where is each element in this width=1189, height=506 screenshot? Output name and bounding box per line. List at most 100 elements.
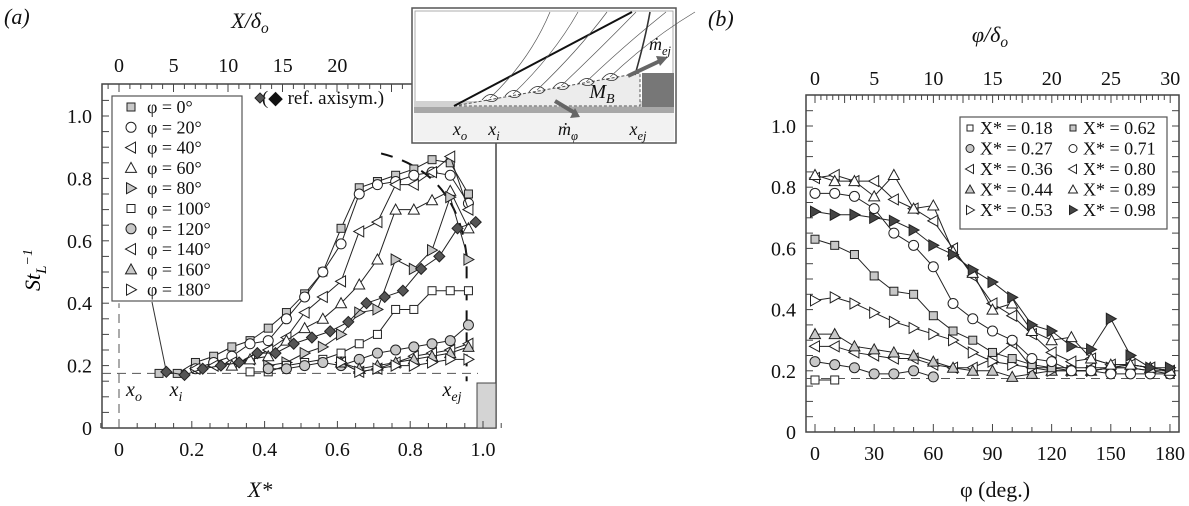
series-0	[154, 155, 473, 378]
tri-up-marker	[1065, 330, 1078, 343]
tri-up-marker	[867, 189, 881, 202]
tri-right-marker	[354, 365, 366, 379]
x-tick-label: 180	[1155, 443, 1185, 465]
tri-up-marker	[425, 193, 439, 206]
tri-left-marker	[1005, 309, 1018, 323]
top-tick-label: 10	[218, 55, 238, 77]
circle-marker	[1026, 353, 1038, 365]
tri-right-marker	[1086, 343, 1098, 356]
panel-a-label: (a)	[4, 4, 30, 29]
circle-marker	[1046, 356, 1058, 368]
circle-marker	[967, 313, 979, 325]
circle-marker	[317, 266, 329, 278]
circle-marker	[444, 335, 456, 347]
tri-right-marker	[408, 262, 421, 276]
circle-marker	[262, 335, 274, 347]
legend-entry: X* = 0.89	[1083, 180, 1156, 200]
tri-right-marker	[966, 204, 976, 216]
tri-up-marker	[1104, 358, 1118, 370]
mphi-arrow	[553, 99, 577, 115]
circle-marker	[888, 227, 900, 239]
circle-marker	[408, 169, 420, 181]
tri-right-marker	[1145, 361, 1157, 375]
circle-marker	[462, 319, 474, 331]
square-marker	[987, 347, 997, 357]
xej-label: xej	[442, 379, 462, 405]
square-marker	[427, 155, 437, 165]
diamond-marker	[251, 346, 264, 360]
tri-left-marker	[407, 178, 419, 191]
tri-up-marker	[848, 339, 861, 352]
square-marker	[409, 304, 419, 314]
circle-marker	[280, 363, 292, 375]
circle-marker	[125, 121, 137, 133]
tri-up-marker	[1045, 333, 1058, 346]
circle-marker	[809, 356, 821, 368]
tri-right-marker	[463, 253, 475, 266]
tri-up-marker	[907, 348, 920, 361]
y-axis-title: StL−1	[20, 249, 50, 291]
tri-right-marker	[463, 353, 475, 366]
tri-up-marker	[225, 359, 239, 371]
legend-entry: φ = 180°	[147, 280, 211, 300]
series-8	[808, 168, 1177, 376]
circle-marker	[408, 341, 420, 353]
schematic-inset: xo xi ṁφ xej MB ṁej	[411, 7, 696, 144]
legend-entry: X* = 0.18	[980, 118, 1053, 138]
top-tick-label: 30	[1160, 68, 1180, 90]
tri-up-marker	[462, 340, 475, 352]
circle-marker	[868, 368, 880, 380]
legend-entry: φ = 40°	[147, 138, 202, 158]
circle-marker	[908, 239, 920, 251]
square-marker	[126, 204, 136, 213]
tri-right-marker	[810, 294, 822, 307]
tri-left-marker	[334, 275, 347, 288]
tri-right-marker	[829, 208, 842, 222]
series-9	[810, 205, 1177, 375]
x-tick-label: 0.2	[179, 439, 204, 461]
vortex-icon	[601, 73, 619, 81]
vortex-icon	[504, 90, 522, 98]
circle-marker	[1085, 365, 1097, 377]
x-tick-label: 0	[810, 443, 820, 465]
tri-up-marker	[124, 262, 138, 275]
y-tick-label: 0.6	[67, 231, 92, 253]
tri-right-marker	[372, 362, 384, 376]
tri-right-marker	[1026, 318, 1039, 332]
tri-left-marker	[964, 163, 974, 175]
tri-up-marker	[986, 303, 999, 315]
tri-up-marker	[243, 352, 257, 365]
square-marker	[391, 304, 401, 314]
top-tick-label: 10	[923, 68, 943, 90]
tri-up-marker	[1067, 183, 1079, 194]
y-tick-label: 0	[82, 418, 92, 440]
tri-right-marker	[126, 181, 138, 195]
tri-up-marker	[828, 327, 842, 340]
diamond-marker	[254, 92, 266, 104]
circle-marker	[809, 187, 821, 199]
tri-right-marker	[427, 356, 439, 369]
tri-up-marker	[966, 364, 980, 376]
mphi-arrowhead	[570, 108, 580, 118]
ejection-block	[642, 73, 674, 107]
circle-marker	[868, 203, 880, 215]
circle-marker	[848, 190, 860, 202]
tri-up-marker	[371, 252, 384, 265]
diamond-marker	[451, 222, 464, 235]
x-tick-label: 0.8	[398, 439, 423, 461]
tri-left-marker	[298, 306, 310, 319]
tri-left-marker	[389, 178, 401, 191]
square-marker	[263, 323, 273, 333]
y-tick-label: 1.0	[67, 106, 92, 128]
legend-entry: φ = 80°	[147, 178, 202, 198]
ejection-shock	[634, 11, 651, 76]
circle-marker	[829, 359, 841, 371]
tri-right-marker	[810, 205, 822, 219]
tri-left-marker	[887, 193, 899, 206]
tri-up-marker	[1005, 370, 1019, 382]
circle-marker	[1105, 368, 1117, 380]
circle-marker	[353, 188, 365, 200]
top-tick-label: 5	[169, 55, 179, 77]
circle-marker	[125, 223, 137, 235]
circle-marker	[927, 261, 939, 273]
